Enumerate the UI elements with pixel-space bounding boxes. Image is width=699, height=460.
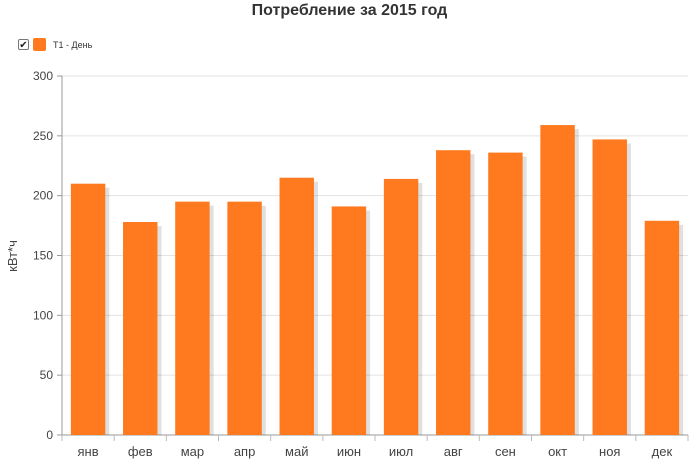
y-tick-label: 300 bbox=[33, 69, 53, 83]
bar bbox=[644, 220, 680, 435]
x-tick-label: июн bbox=[337, 444, 361, 459]
x-tick-label: ноя bbox=[599, 444, 620, 459]
x-tick-label: июл bbox=[389, 444, 413, 459]
legend-checkbox[interactable]: ✔ bbox=[18, 39, 29, 51]
chart-title: Потребление за 2015 год bbox=[251, 2, 448, 19]
bar bbox=[540, 125, 575, 436]
x-tick-label: сен bbox=[495, 444, 516, 459]
bar bbox=[383, 178, 419, 435]
y-tick-label: 0 bbox=[46, 428, 53, 442]
bar bbox=[331, 206, 367, 435]
x-tick-label: мар bbox=[181, 444, 204, 459]
y-tick-label: 250 bbox=[33, 129, 53, 143]
bar bbox=[488, 152, 523, 435]
legend-label[interactable]: Т1 - День bbox=[53, 39, 93, 50]
checkmark-icon: ✔ bbox=[19, 40, 28, 51]
bar bbox=[123, 221, 158, 435]
x-tick-label: фев bbox=[128, 444, 153, 459]
bar bbox=[592, 139, 627, 435]
legend: ✔ Т1 - День bbox=[18, 38, 92, 51]
y-tick-label: 200 bbox=[33, 189, 53, 203]
bar bbox=[175, 201, 210, 435]
bar bbox=[70, 183, 106, 435]
y-tick-label: 50 bbox=[40, 368, 54, 382]
bar bbox=[436, 150, 471, 435]
y-tick-label: 100 bbox=[33, 308, 53, 322]
x-tick-label: май bbox=[285, 444, 308, 459]
y-axis-label: кВт*ч bbox=[5, 240, 20, 272]
x-tick-label: окт bbox=[548, 444, 567, 459]
bar bbox=[279, 177, 314, 435]
x-tick-label: авг bbox=[444, 444, 463, 459]
legend-swatch bbox=[33, 38, 46, 51]
bar bbox=[227, 201, 262, 435]
y-tick-label: 150 bbox=[33, 249, 53, 263]
x-tick-label: дек bbox=[652, 444, 673, 459]
x-tick-label: апр bbox=[234, 444, 256, 459]
x-tick-label: янв bbox=[78, 444, 99, 459]
